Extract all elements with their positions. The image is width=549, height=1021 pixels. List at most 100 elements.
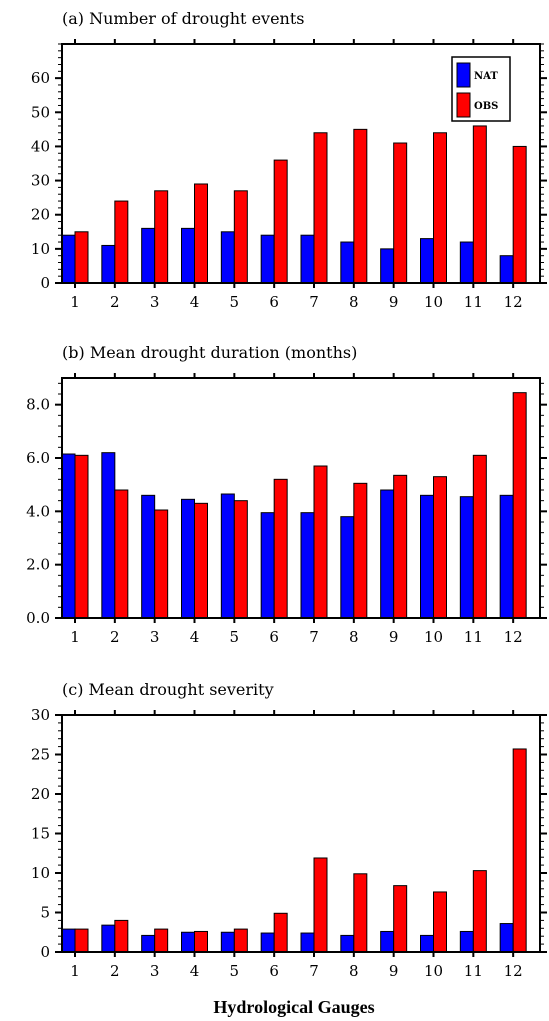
x-tick-label: 8 (349, 628, 359, 646)
plot-frame (61, 714, 541, 953)
y-tick-label: 15 (31, 825, 50, 843)
x-tick-label: 5 (230, 628, 240, 646)
bar-nat-2 (101, 244, 116, 284)
x-tick-label: 6 (269, 628, 279, 646)
bar-nat-9 (380, 489, 395, 619)
x-tick-label: 7 (309, 962, 319, 980)
bar-nat-11 (459, 241, 474, 284)
bar-nat-2 (101, 924, 116, 953)
bar-obs-4 (194, 930, 208, 953)
bar-obs-3 (154, 190, 169, 284)
bar-nat-2 (101, 452, 116, 619)
bar-obs-11 (472, 454, 487, 619)
x-tick-label: 11 (464, 628, 483, 646)
y-tick-label: 5 (40, 904, 50, 922)
bar-obs-9 (393, 474, 408, 619)
bar-nat-6 (260, 234, 275, 284)
legend-swatch-nat (456, 62, 471, 88)
x-tick-label: 12 (504, 962, 523, 980)
bar-obs-4 (194, 502, 208, 619)
bar-nat-12 (499, 255, 514, 284)
x-tick-label: 8 (349, 293, 359, 311)
bar-obs-3 (154, 928, 169, 953)
bar-obs-9 (393, 142, 408, 284)
y-tick-label: 6.0 (26, 449, 50, 467)
bar-nat-5 (220, 231, 235, 284)
bar-nat-4 (181, 227, 195, 284)
bar-nat-7 (300, 932, 315, 953)
y-tick-label: 20 (31, 785, 50, 803)
x-tick-label: 6 (269, 962, 279, 980)
x-tick-label: 9 (389, 628, 399, 646)
bar-obs-5 (233, 500, 248, 619)
x-tick-label: 6 (269, 293, 279, 311)
bar-obs-11 (472, 870, 487, 953)
bar-obs-12 (512, 145, 527, 284)
x-tick-label: 7 (309, 628, 319, 646)
bar-obs-2 (114, 200, 129, 284)
x-tick-label: 3 (150, 962, 160, 980)
x-tick-label: 8 (349, 962, 359, 980)
bar-nat-12 (499, 494, 514, 619)
bar-nat-8 (340, 516, 355, 619)
x-tick-label: 3 (150, 293, 160, 311)
y-tick-label: 20 (31, 206, 50, 224)
bar-nat-3 (141, 494, 156, 619)
bar-nat-6 (260, 512, 275, 619)
y-tick-label: 2.0 (26, 556, 50, 574)
bar-nat-5 (220, 931, 235, 953)
y-tick-label: 4.0 (26, 502, 50, 520)
x-tick-label: 12 (504, 293, 523, 311)
bar-obs-6 (273, 478, 288, 619)
plot-frame (61, 377, 541, 619)
x-tick-label: 1 (70, 628, 80, 646)
x-tick-label: 9 (389, 962, 399, 980)
y-tick-label: 10 (31, 240, 50, 258)
x-tick-label: 2 (110, 293, 120, 311)
x-tick-label: 5 (230, 962, 240, 980)
bar-nat-1 (61, 234, 76, 284)
x-tick-label: 12 (504, 628, 523, 646)
bar-obs-1 (74, 231, 89, 284)
bar-obs-1 (74, 454, 89, 619)
x-axis-title: Hydrological Gauges (213, 997, 374, 1017)
bar-nat-9 (380, 248, 395, 284)
x-tick-label: 4 (190, 962, 200, 980)
y-tick-label: 30 (31, 706, 50, 724)
panel-title: (b) Mean drought duration (months) (62, 343, 357, 362)
bar-obs-7 (313, 132, 328, 284)
bar-obs-12 (512, 748, 527, 953)
bar-nat-9 (380, 930, 395, 953)
bar-nat-3 (141, 934, 156, 953)
y-tick-label: 60 (31, 69, 50, 87)
bar-nat-7 (300, 234, 315, 284)
bar-obs-12 (512, 392, 527, 619)
x-tick-label: 4 (190, 628, 200, 646)
y-tick-label: 40 (31, 137, 50, 155)
bar-nat-11 (459, 930, 474, 953)
x-tick-label: 2 (110, 628, 120, 646)
x-tick-label: 3 (150, 628, 160, 646)
x-tick-label: 1 (70, 962, 80, 980)
x-tick-label: 10 (424, 962, 443, 980)
bar-obs-7 (313, 857, 328, 953)
legend: NAT OBS (451, 56, 511, 122)
bar-nat-1 (61, 453, 76, 619)
x-tick-label: 2 (110, 962, 120, 980)
y-tick-label: 0 (40, 943, 50, 961)
bar-obs-5 (233, 928, 248, 953)
bar-nat-4 (181, 498, 195, 619)
bar-nat-11 (459, 496, 474, 619)
panel-title: (a) Number of drought events (62, 9, 304, 28)
x-tick-label: 10 (424, 628, 443, 646)
bar-obs-11 (472, 125, 487, 284)
bar-obs-3 (154, 509, 169, 619)
bar-nat-6 (260, 932, 275, 953)
bar-nat-10 (420, 238, 434, 284)
bar-nat-10 (420, 934, 434, 953)
bar-obs-8 (353, 128, 368, 284)
bar-obs-4 (194, 183, 208, 284)
y-tick-label: 10 (31, 864, 50, 882)
